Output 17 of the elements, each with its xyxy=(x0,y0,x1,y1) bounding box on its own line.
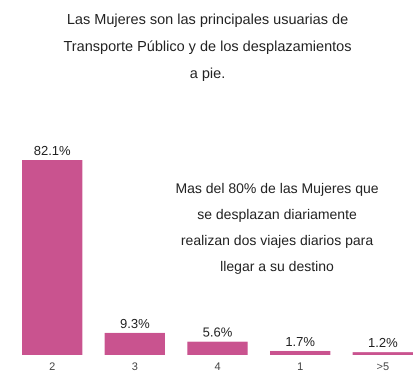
x-tick-label: 1 xyxy=(297,361,304,373)
data-label: 82.1% xyxy=(34,143,72,158)
data-label: 1.7% xyxy=(285,334,316,349)
annotation: Mas del 80% de las Mujeres que se desplazan diariamente realizan dos viajes diarios para llegar a su destino xyxy=(175,180,379,274)
bar xyxy=(104,332,166,355)
bar xyxy=(22,160,82,355)
data-label: 5.6% xyxy=(202,324,233,340)
x-tick-label: 4 xyxy=(214,361,221,373)
bar xyxy=(270,350,330,355)
data-label: 1.2% xyxy=(368,335,398,350)
x-tick-label: 3 xyxy=(132,361,138,373)
data-label: 9.3% xyxy=(120,316,150,331)
x-tick-label: 2 xyxy=(49,361,56,373)
bar xyxy=(187,342,248,355)
bar xyxy=(352,352,413,355)
chart-title: Las Mujeres son las principales usuarias de Transporte Público y de los desplazamientos a pie. xyxy=(63,12,352,82)
x-tick-label: >5 xyxy=(376,361,390,373)
